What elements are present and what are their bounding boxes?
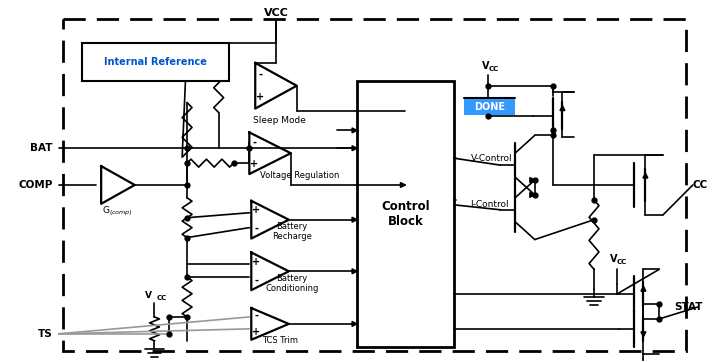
Text: DONE: DONE <box>473 102 505 111</box>
Text: G$_{(comp)}$: G$_{(comp)}$ <box>103 205 133 218</box>
Bar <box>464 98 515 114</box>
Text: +: + <box>250 159 258 169</box>
Text: CC: CC <box>617 259 627 265</box>
Text: +: + <box>252 257 261 267</box>
Bar <box>63 19 686 351</box>
Text: Sleep Mode: Sleep Mode <box>253 116 306 125</box>
Text: CC: CC <box>488 66 498 72</box>
Text: I-Control: I-Control <box>471 200 509 209</box>
Text: -: - <box>252 138 256 148</box>
Polygon shape <box>352 128 357 133</box>
Polygon shape <box>530 193 535 197</box>
Text: V-Control: V-Control <box>471 154 512 163</box>
Polygon shape <box>352 269 357 274</box>
Text: TCS Trim: TCS Trim <box>262 336 298 345</box>
Polygon shape <box>352 217 357 222</box>
Text: -: - <box>254 276 258 286</box>
Text: -: - <box>254 311 258 321</box>
Text: +: + <box>252 205 261 215</box>
Text: V: V <box>145 291 152 300</box>
Text: STAT: STAT <box>674 302 703 312</box>
Polygon shape <box>643 173 648 178</box>
Text: Battery
Recharge: Battery Recharge <box>272 222 312 241</box>
Text: -: - <box>254 224 258 234</box>
Polygon shape <box>352 146 357 151</box>
Polygon shape <box>352 321 357 327</box>
Text: V: V <box>610 254 617 264</box>
Text: Battery
Conditioning: Battery Conditioning <box>265 274 318 293</box>
Text: -: - <box>258 70 262 79</box>
Text: COMP: COMP <box>19 180 53 190</box>
Text: CC: CC <box>157 295 167 301</box>
Text: +: + <box>252 327 261 337</box>
Text: TS: TS <box>38 329 53 339</box>
Polygon shape <box>641 332 646 337</box>
Text: Control
Block: Control Block <box>381 200 429 228</box>
Text: CC: CC <box>693 180 708 190</box>
Polygon shape <box>560 106 565 110</box>
Text: BAT: BAT <box>30 143 53 153</box>
Polygon shape <box>530 177 535 182</box>
Text: Voltage Regulation: Voltage Regulation <box>260 171 340 180</box>
Text: Internal Reference: Internal Reference <box>104 57 207 67</box>
Text: VCC: VCC <box>263 8 288 18</box>
Polygon shape <box>400 182 405 188</box>
Text: +: + <box>256 92 264 102</box>
Bar <box>357 81 454 347</box>
Text: V: V <box>481 61 489 71</box>
Bar <box>83 43 229 81</box>
Polygon shape <box>641 286 646 291</box>
